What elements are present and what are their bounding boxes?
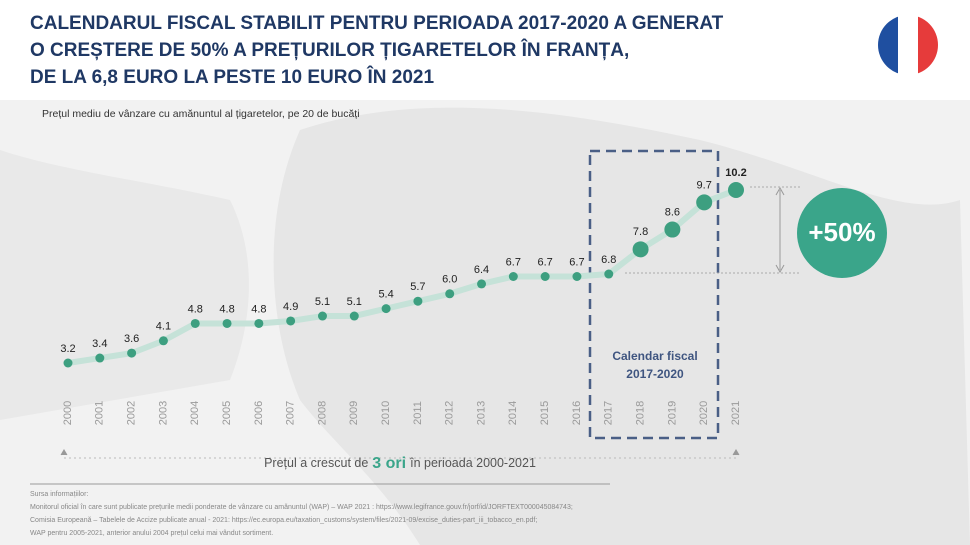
x-tick-label: 2010 bbox=[380, 401, 392, 425]
x-tick-label: 2005 bbox=[221, 401, 233, 425]
x-tick-label: 2012 bbox=[444, 401, 456, 425]
data-label: 3.4 bbox=[92, 338, 107, 350]
data-label: 4.8 bbox=[188, 303, 203, 315]
arrow-head bbox=[775, 186, 785, 274]
data-label: 5.7 bbox=[410, 281, 425, 293]
x-tick-label: 2019 bbox=[666, 401, 678, 425]
subtitle: Prețul mediu de vânzare cu amănuntul al … bbox=[42, 108, 360, 120]
point bbox=[572, 272, 582, 281]
data-label: 5.1 bbox=[315, 296, 330, 308]
point bbox=[127, 348, 137, 358]
point bbox=[254, 318, 264, 328]
point bbox=[190, 318, 200, 328]
data-label: 4.9 bbox=[283, 301, 298, 313]
arrow-head bbox=[60, 449, 740, 456]
data-label: 10.2 bbox=[725, 167, 746, 179]
point bbox=[381, 304, 391, 314]
chart-title: O CREȘTERE DE 50% A PREȚURILOR ȚIGARETEL… bbox=[30, 39, 629, 61]
x-tick-label: 2007 bbox=[285, 401, 297, 425]
map-shape bbox=[273, 107, 970, 545]
x-tick-label: 2003 bbox=[157, 401, 169, 425]
point bbox=[632, 241, 649, 258]
x-tick-label: 2002 bbox=[126, 401, 138, 425]
map-shape bbox=[0, 150, 249, 420]
point bbox=[349, 311, 359, 321]
x-tick-label: 2016 bbox=[571, 401, 583, 425]
x-tick-label: 2011 bbox=[412, 401, 424, 425]
flag bbox=[878, 15, 938, 75]
data-label: 8.6 bbox=[665, 206, 680, 218]
x-tick-label: 2014 bbox=[507, 401, 519, 425]
point bbox=[158, 336, 168, 346]
x-tick-label: 2008 bbox=[316, 401, 328, 425]
data-label: 6.7 bbox=[506, 256, 521, 268]
data-label: 4.1 bbox=[156, 321, 171, 333]
chart-title: CALENDARUL FISCAL STABILIT PENTRU PERIOA… bbox=[30, 13, 724, 34]
x-tick-label: 2021 bbox=[730, 401, 742, 425]
x-tick-label: 2000 bbox=[62, 401, 74, 425]
point bbox=[696, 194, 713, 211]
data-label: 9.7 bbox=[697, 179, 712, 191]
footnote-part: 3 ori bbox=[372, 455, 406, 472]
data-label: 5.4 bbox=[378, 289, 393, 301]
x-tick-label: 2001 bbox=[94, 401, 106, 425]
footnote-part: în perioada 2000-2021 bbox=[409, 456, 536, 470]
x-tick-label: 2015 bbox=[539, 401, 551, 425]
data-label: 4.8 bbox=[251, 303, 266, 315]
point bbox=[413, 296, 423, 306]
header-bg bbox=[0, 0, 970, 100]
flag-stripe bbox=[918, 15, 938, 75]
line bbox=[67, 187, 738, 366]
x-tick-label: 2004 bbox=[189, 401, 201, 425]
point bbox=[477, 279, 487, 289]
highlight-label: Calendar fiscal bbox=[612, 349, 697, 363]
data-label: 6.8 bbox=[601, 254, 616, 266]
point bbox=[317, 311, 327, 321]
footnote: Prețul a crescut de 3 ori în perioada 2000… bbox=[264, 455, 536, 472]
x-tick-label: 2017 bbox=[603, 401, 615, 425]
point bbox=[508, 272, 518, 281]
x-tick-label: 2020 bbox=[698, 401, 710, 425]
source-note: Monitorul oficial în care sunt publicate… bbox=[30, 504, 573, 511]
point bbox=[286, 316, 296, 326]
footnote-part: Prețul a crescut de bbox=[264, 456, 368, 470]
x-tick-label: 2009 bbox=[348, 401, 360, 425]
data-label: 6.7 bbox=[537, 256, 552, 268]
badge bbox=[797, 188, 887, 278]
x-tick-label: 2006 bbox=[253, 401, 265, 425]
point bbox=[63, 358, 73, 368]
source-note: Sursa informațiilor: bbox=[30, 491, 88, 498]
chart-title: DE LA 6,8 EURO LA PESTE 10 EURO ÎN 2021 bbox=[30, 66, 434, 88]
data-label: 5.1 bbox=[347, 296, 362, 308]
highlight-label: 2017-2020 bbox=[626, 367, 684, 381]
data-label: 6.0 bbox=[442, 274, 457, 286]
point bbox=[728, 182, 744, 198]
source-note: Comisia Europeană – Tabelele de Accize p… bbox=[30, 517, 537, 524]
x-tick-label: 2018 bbox=[634, 401, 646, 425]
x-tick-label: 2013 bbox=[475, 401, 487, 425]
point bbox=[664, 221, 681, 238]
data-label: 3.2 bbox=[60, 343, 75, 355]
point bbox=[222, 318, 232, 328]
point bbox=[95, 353, 105, 363]
point bbox=[604, 269, 614, 279]
badge-text: +50% bbox=[808, 217, 875, 247]
point bbox=[540, 272, 550, 281]
point bbox=[445, 289, 455, 299]
data-label: 7.8 bbox=[633, 226, 648, 238]
data-label: 4.8 bbox=[219, 303, 234, 315]
flag-stripe bbox=[878, 15, 898, 75]
data-label: 6.4 bbox=[474, 264, 489, 276]
data-label: 3.6 bbox=[124, 333, 139, 345]
data-label: 6.7 bbox=[569, 256, 584, 268]
flag-stripe bbox=[898, 15, 918, 75]
source-note: WAP pentru 2005-2021, anterior anului 20… bbox=[30, 530, 273, 537]
highlight-box bbox=[588, 149, 720, 440]
